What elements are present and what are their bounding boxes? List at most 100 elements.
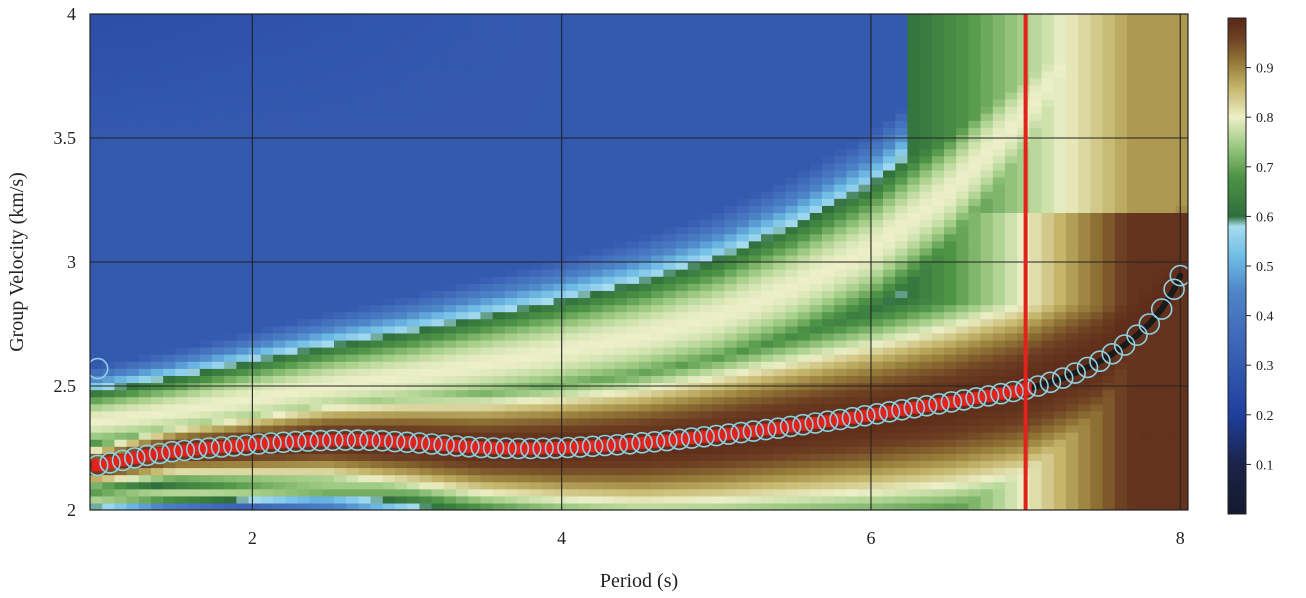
- heatmap-cell: [382, 212, 396, 221]
- heatmap-cell: [651, 77, 664, 86]
- heatmap-cell: [553, 325, 567, 334]
- heatmap-cell: [919, 446, 933, 454]
- heatmap-cell: [443, 212, 457, 221]
- heatmap-cell: [748, 212, 762, 221]
- heatmap-cell: [236, 339, 250, 348]
- heatmap-cell: [773, 226, 786, 235]
- heatmap-cell: [944, 424, 957, 433]
- heatmap-cell: [944, 106, 957, 114]
- heatmap-cell: [321, 304, 335, 313]
- heatmap-cell: [395, 63, 408, 72]
- heatmap-cell: [700, 91, 713, 100]
- heatmap-cell: [931, 84, 945, 93]
- heatmap-cell: [639, 488, 652, 497]
- heatmap-cell: [334, 481, 347, 490]
- heatmap-cell: [517, 63, 530, 72]
- heatmap-cell: [273, 297, 286, 306]
- heatmap-cell: [334, 269, 347, 277]
- heatmap-cell: [907, 169, 921, 178]
- heatmap-cell: [565, 162, 579, 171]
- heatmap-cell: [199, 176, 213, 185]
- heatmap-cell: [248, 148, 262, 157]
- heatmap-cell: [151, 432, 164, 440]
- heatmap-cell: [785, 169, 799, 178]
- heatmap-cell: [614, 191, 628, 199]
- heatmap-cell: [700, 318, 713, 327]
- heatmap-cell: [626, 495, 640, 504]
- heatmap-cell: [199, 276, 213, 284]
- heatmap-cell: [907, 184, 921, 192]
- heatmap-cell: [529, 233, 542, 242]
- heatmap-cell: [346, 127, 359, 136]
- heatmap-cell: [895, 283, 908, 291]
- heatmap-cell: [382, 502, 396, 510]
- heatmap-cell: [858, 311, 872, 320]
- heatmap-cell: [138, 120, 152, 128]
- heatmap-cell: [700, 467, 713, 476]
- heatmap-cell: [370, 63, 384, 72]
- heatmap-cell: [578, 453, 591, 461]
- heatmap-cell: [90, 84, 103, 93]
- heatmap-cell: [102, 233, 115, 242]
- heatmap-cell: [712, 254, 725, 263]
- heatmap-cell: [126, 410, 140, 419]
- heatmap-cell: [309, 169, 323, 178]
- heatmap-cell: [919, 42, 933, 51]
- heatmap-cell: [431, 297, 445, 306]
- heatmap-cell: [504, 35, 518, 43]
- heatmap-cell: [944, 99, 957, 107]
- heatmap-cell: [212, 417, 225, 426]
- heatmap-cell: [382, 304, 396, 313]
- heatmap-cell: [138, 332, 152, 341]
- heatmap-cell: [346, 141, 359, 150]
- heatmap-cell: [224, 325, 237, 334]
- heatmap-cell: [773, 474, 786, 483]
- heatmap-cell: [895, 339, 908, 348]
- heatmap-cell: [163, 410, 176, 419]
- heatmap-cell: [199, 254, 213, 263]
- heatmap-cell: [700, 240, 713, 249]
- heatmap-cell: [358, 460, 372, 469]
- heatmap-cell: [358, 446, 372, 454]
- heatmap-cell: [834, 495, 847, 504]
- heatmap-cell: [480, 495, 494, 504]
- heatmap-cell: [114, 354, 128, 362]
- heatmap-cell: [858, 240, 872, 249]
- heatmap-cell: [736, 191, 750, 199]
- heatmap-cell: [224, 347, 237, 355]
- heatmap-cell: [407, 162, 420, 171]
- heatmap-cell: [626, 226, 640, 235]
- heatmap-cell: [822, 311, 835, 320]
- heatmap-cell: [504, 290, 518, 299]
- heatmap-cell: [858, 219, 872, 228]
- heatmap-cell: [858, 347, 872, 355]
- heatmap-cell: [578, 283, 591, 291]
- heatmap-cell: [468, 403, 481, 412]
- heatmap-cell: [895, 318, 908, 327]
- heatmap-cell: [761, 417, 774, 426]
- heatmap-cell: [736, 198, 750, 206]
- heatmap-cell: [822, 304, 835, 313]
- heatmap-cell: [492, 389, 506, 398]
- heatmap-cell: [334, 410, 347, 419]
- heatmap-cell: [199, 247, 213, 256]
- heatmap-cell: [90, 318, 103, 327]
- heatmap-cell: [785, 495, 799, 504]
- heatmap-cell: [870, 184, 884, 192]
- heatmap-cell: [407, 21, 420, 29]
- heatmap-cell: [395, 276, 408, 284]
- heatmap-cell: [358, 70, 372, 79]
- heatmap-cell: [724, 276, 738, 284]
- heatmap-cell: [590, 233, 603, 242]
- heatmap-cell: [614, 14, 628, 22]
- heatmap-cell: [809, 368, 823, 376]
- heatmap-cell: [565, 169, 579, 178]
- heatmap-cell: [187, 254, 201, 263]
- heatmap-cell: [541, 339, 555, 348]
- heatmap-cell: [724, 481, 738, 490]
- heatmap-cell: [126, 488, 140, 497]
- heatmap-cell: [285, 212, 298, 221]
- heatmap-cell: [675, 453, 689, 461]
- heatmap-cell: [114, 495, 128, 504]
- heatmap-cell: [956, 424, 969, 433]
